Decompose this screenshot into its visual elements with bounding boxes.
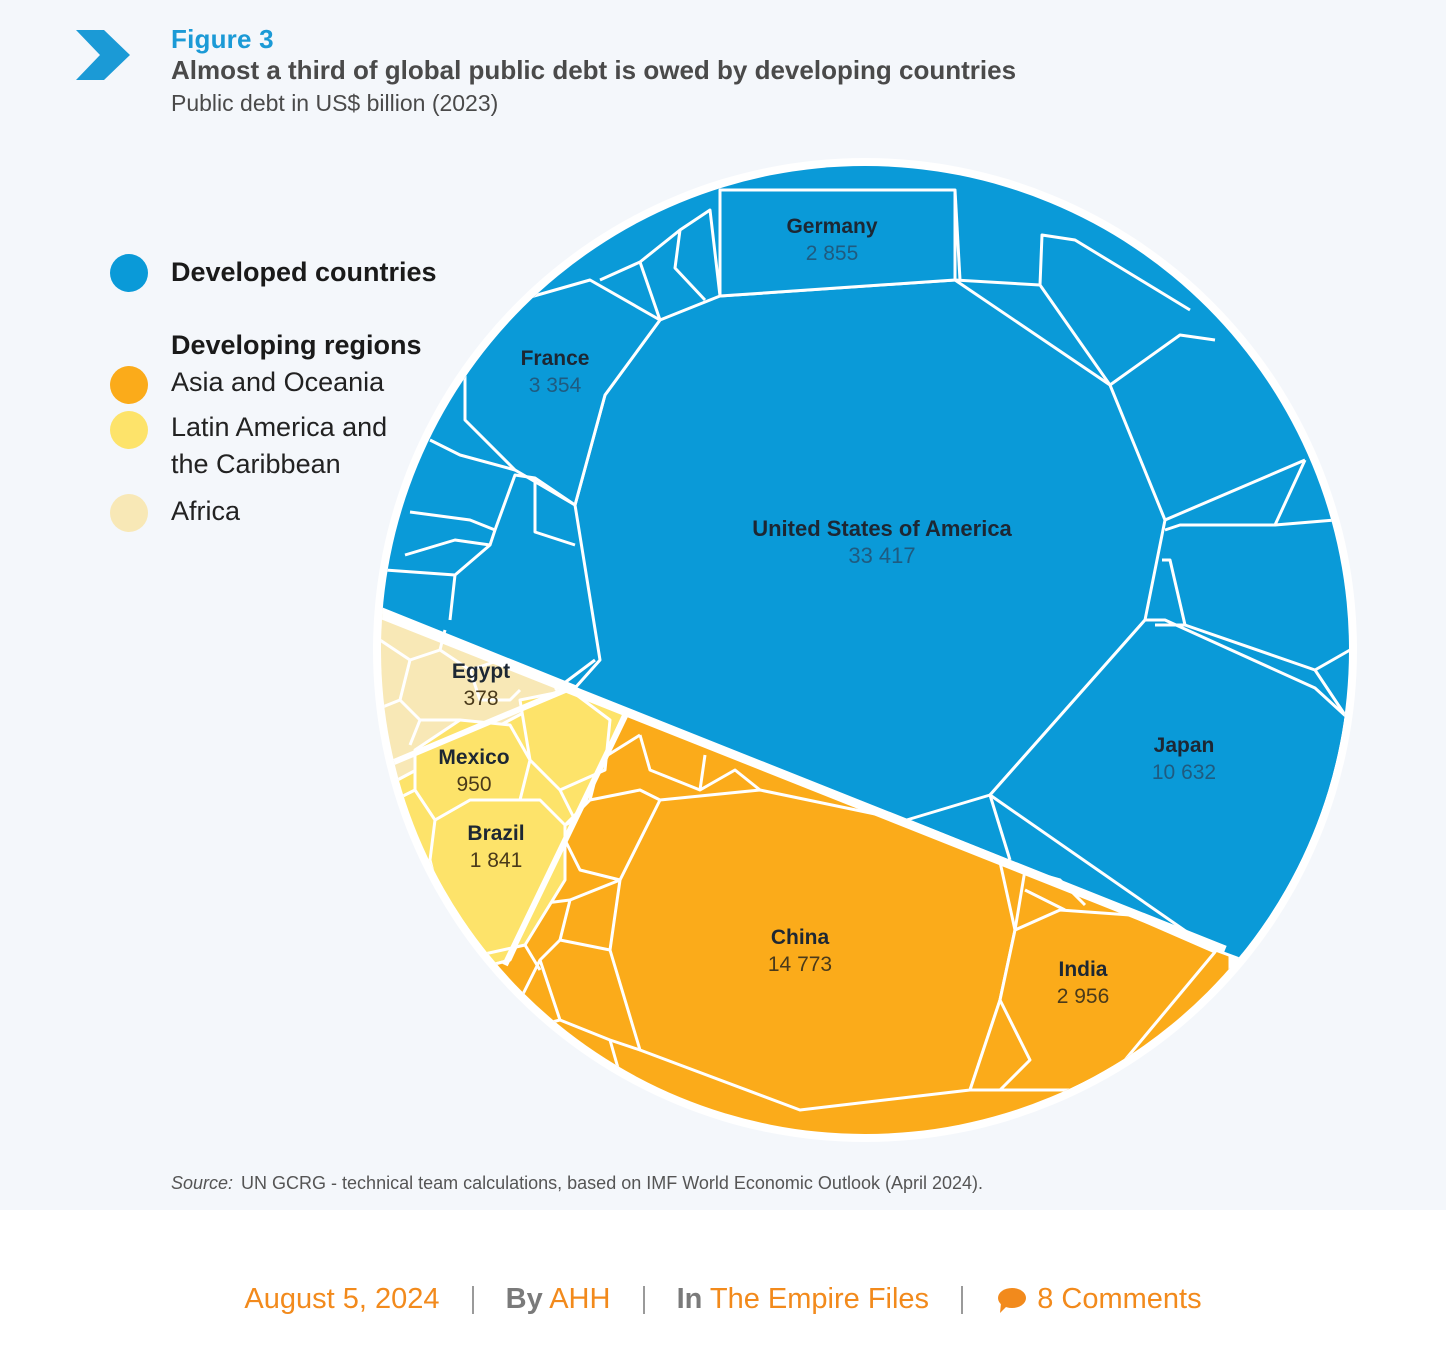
cell-border bbox=[408, 719, 422, 746]
figure-label: Figure 3 bbox=[171, 24, 274, 54]
cell-border bbox=[1274, 518, 1336, 527]
cell-border bbox=[1313, 669, 1347, 716]
comment-bubble-icon bbox=[998, 1288, 1027, 1314]
meta-separator bbox=[961, 1286, 964, 1315]
cell-label-brazil: Brazil bbox=[467, 822, 524, 845]
in-label: In bbox=[676, 1283, 703, 1315]
by-label: By bbox=[505, 1283, 543, 1315]
legend-swatch-asia bbox=[110, 366, 148, 404]
legend-swatch-latam bbox=[110, 411, 148, 449]
cell-border bbox=[429, 438, 516, 472]
meta-separator bbox=[642, 1286, 645, 1315]
cell-border bbox=[404, 538, 491, 557]
cell-border bbox=[988, 794, 1012, 861]
legend-heading-developing: Developing regions bbox=[171, 330, 422, 360]
cell-border bbox=[953, 189, 962, 281]
cell-border bbox=[418, 898, 442, 922]
cell-border bbox=[398, 659, 460, 722]
cell-value-united-states-of-america: 33 417 bbox=[848, 543, 915, 568]
cell-border bbox=[1155, 558, 1187, 627]
legend-label-latam-line1: Latin America and bbox=[171, 412, 388, 442]
legend-label-latam-line2: the Caribbean bbox=[171, 449, 341, 479]
legend-label-developed: Developed countries bbox=[171, 257, 437, 287]
cell-border bbox=[1024, 888, 1066, 912]
figure-panel: Figure 3 Almost a third of global public… bbox=[0, 0, 1446, 1210]
cell-border bbox=[468, 669, 522, 702]
legend-label-asia: Asia and Oceania bbox=[171, 367, 385, 397]
cell-border bbox=[998, 999, 1032, 1092]
legend-swatch-developed bbox=[110, 254, 148, 292]
cell-value-france: 3 354 bbox=[529, 374, 582, 397]
cell-border bbox=[538, 959, 641, 1052]
cell-value-japan: 10 632 bbox=[1152, 761, 1216, 784]
cell-value-mexico: 950 bbox=[456, 773, 491, 796]
region-divider bbox=[381, 605, 1227, 955]
legend-swatch-africa bbox=[110, 494, 148, 532]
cell-label-mexico: Mexico bbox=[438, 746, 509, 769]
cell-france bbox=[463, 278, 662, 507]
post-meta: August 5, 2024 By AHH In The Empire File… bbox=[0, 1280, 1446, 1318]
cell-border bbox=[1164, 459, 1307, 532]
cell-border bbox=[1038, 233, 1191, 312]
cell-border bbox=[698, 754, 707, 791]
cell-label-china: China bbox=[771, 926, 830, 949]
meta-separator bbox=[471, 1286, 474, 1315]
cell-border bbox=[381, 698, 401, 712]
category-link[interactable]: The Empire Files bbox=[709, 1283, 930, 1315]
cell-usa bbox=[573, 278, 1167, 824]
cell-border bbox=[638, 261, 662, 321]
cell-japan bbox=[988, 618, 1349, 1002]
cell-value-germany: 2 855 bbox=[806, 242, 859, 265]
cell-label-france: France bbox=[521, 347, 590, 370]
cell-border bbox=[409, 510, 496, 532]
cell-border bbox=[1109, 333, 1216, 387]
cell-value-china: 14 773 bbox=[768, 953, 832, 976]
cell-border bbox=[523, 944, 542, 971]
chevron-right-icon bbox=[76, 30, 130, 80]
region-divider-africa-latam bbox=[381, 685, 572, 773]
source-text: UN GCRG - technical team calculations, b… bbox=[241, 1173, 984, 1193]
cell-mexico bbox=[413, 718, 532, 822]
figure-title: Almost a third of global public debt is … bbox=[171, 55, 1017, 85]
cell-india bbox=[968, 908, 1217, 1092]
cell-border bbox=[518, 938, 611, 1001]
cell-label-united-states-of-america: United States of America bbox=[752, 516, 1012, 541]
comments-link[interactable]: 8 Comments bbox=[1037, 1283, 1202, 1315]
source-prefix: Source: bbox=[171, 1173, 234, 1193]
region-divider-latam-asia bbox=[502, 710, 630, 967]
post-date-link[interactable]: August 5, 2024 bbox=[244, 1283, 440, 1315]
legend-label-africa: Africa bbox=[171, 496, 241, 526]
cell-border bbox=[673, 229, 707, 302]
cell-label-egypt: Egypt bbox=[452, 660, 510, 683]
cell-value-india: 2 956 bbox=[1057, 985, 1110, 1008]
cell-label-japan: Japan bbox=[1154, 734, 1215, 757]
cell-value-egypt: 378 bbox=[463, 687, 498, 710]
cell-border bbox=[533, 478, 576, 547]
cell-value-brazil: 1 841 bbox=[470, 849, 523, 872]
figure-subtitle: Public debt in US$ billion (2023) bbox=[171, 90, 499, 116]
cell-label-india: India bbox=[1058, 958, 1107, 981]
cell-border bbox=[1164, 458, 1306, 522]
cell-label-germany: Germany bbox=[786, 215, 877, 238]
cell-border bbox=[384, 568, 456, 577]
source-note: Source: UN GCRG - technical team calculat… bbox=[171, 1173, 983, 1194]
author-link[interactable]: AHH bbox=[549, 1283, 611, 1315]
